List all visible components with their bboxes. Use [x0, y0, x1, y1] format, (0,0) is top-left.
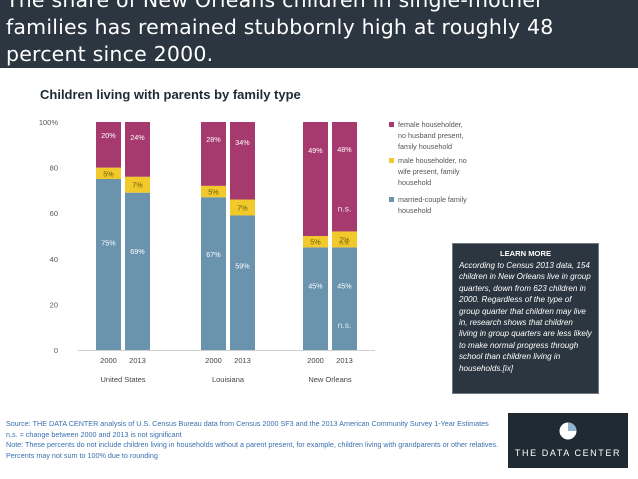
bar-data-label: 24% [130, 133, 145, 142]
logo-text: THE DATA CENTER [514, 448, 622, 458]
bar-data-label: 45% [337, 281, 352, 290]
y-tick-label: 40 [50, 255, 58, 264]
header-banner: The share of New Orleans children in sin… [0, 0, 638, 68]
legend-label: household [398, 206, 431, 215]
bar-data-label: 34% [235, 138, 250, 147]
group-label: United States [100, 375, 145, 384]
legend-label: no husband present, [398, 131, 464, 140]
bar-segment [230, 122, 255, 200]
legend-label: wife present, family [397, 167, 460, 176]
bar-segment [303, 236, 328, 248]
rounding-note: Note: These percents do not include chil… [6, 440, 499, 461]
bar-data-label: 7% [339, 235, 350, 244]
ns-note: n.s. = change between 2000 and 2013 is n… [6, 429, 182, 439]
x-tick-label: 2000 [307, 356, 324, 365]
y-tick-label: 0 [54, 346, 58, 355]
bar-data-label: 7% [132, 181, 143, 190]
bar-segment [230, 199, 255, 216]
y-tick-label: 100% [39, 118, 59, 127]
stacked-bar-chart: 0 20 40 60 80 100% 75% 5% 20% 2000 69% 7% 24% 2013 67%… [39, 118, 467, 384]
y-tick-label: 20 [50, 300, 58, 309]
bar-data-label: 5% [103, 169, 114, 178]
legend-swatch [389, 122, 394, 127]
chart-title: Children living with parents by family t… [40, 87, 301, 102]
group-label: Louisiana [212, 375, 245, 384]
bar-segment [96, 167, 121, 179]
learn-more-title: LEARN MORE [499, 249, 552, 258]
legend-label: male householder, no [398, 156, 467, 165]
bar-segment [230, 215, 255, 350]
x-tick-label: 2013 [336, 356, 353, 365]
data-center-logo: THE DATA CENTER [508, 413, 628, 468]
bar-segment [125, 122, 150, 177]
bar-data-label: 59% [235, 261, 250, 270]
x-tick-label: 2000 [100, 356, 117, 365]
legend-label: female householder, [398, 120, 463, 129]
bar-data-label: 5% [208, 188, 219, 197]
x-tick-label: 2013 [234, 356, 251, 365]
bar-segment [303, 247, 328, 350]
ns-annotation: n.s. [338, 320, 352, 330]
bar-segment [201, 122, 226, 186]
bar-data-label: 5% [310, 238, 321, 247]
bar-segment [96, 122, 121, 168]
y-tick-label: 80 [50, 164, 58, 173]
y-tick-label: 60 [50, 209, 58, 218]
legend-swatch [389, 158, 394, 163]
header-title: The share of New Orleans children in sin… [6, 0, 554, 66]
bar-data-label: 48% [337, 145, 352, 154]
bar-data-label: 45% [308, 281, 323, 290]
learn-more-body: According to Census 2013 data, 154 child… [459, 261, 592, 373]
bar-segment [125, 192, 150, 350]
x-tick-label: 2013 [129, 356, 146, 365]
group-label: New Orleans [308, 375, 352, 384]
bar-data-label: 67% [206, 250, 221, 259]
bar-segment [332, 247, 357, 350]
bar-data-label: 49% [308, 146, 323, 155]
legend-label: married-couple family [398, 195, 467, 204]
ns-annotation: n.s. [339, 240, 350, 247]
learn-more-box: LEARN MORE According to Census 2013 data… [452, 243, 599, 394]
bar-data-label: 28% [206, 135, 221, 144]
legend-label: family household [398, 142, 452, 151]
x-tick-label: 2000 [205, 356, 222, 365]
bar-data-label: 75% [101, 238, 116, 247]
bar-segment [125, 176, 150, 193]
footer-notes: Source: THE DATA CENTER analysis of U.S.… [6, 419, 501, 462]
bar-segment [303, 122, 328, 236]
bar-segment [332, 231, 357, 248]
legend-swatch [389, 197, 394, 202]
bar-data-label: 20% [101, 131, 116, 140]
bar-data-label: 69% [130, 247, 145, 256]
bar-data-label: 7% [237, 204, 248, 213]
legend-label: household [398, 178, 431, 187]
ns-annotation: n.s. [338, 204, 352, 214]
bar-segment [201, 185, 226, 198]
bar-segment [332, 122, 357, 232]
pie-logo-icon [559, 422, 577, 440]
bar-segment [201, 197, 226, 350]
bar-segment [96, 179, 121, 350]
source-note: Source: THE DATA CENTER analysis of U.S.… [6, 419, 489, 428]
